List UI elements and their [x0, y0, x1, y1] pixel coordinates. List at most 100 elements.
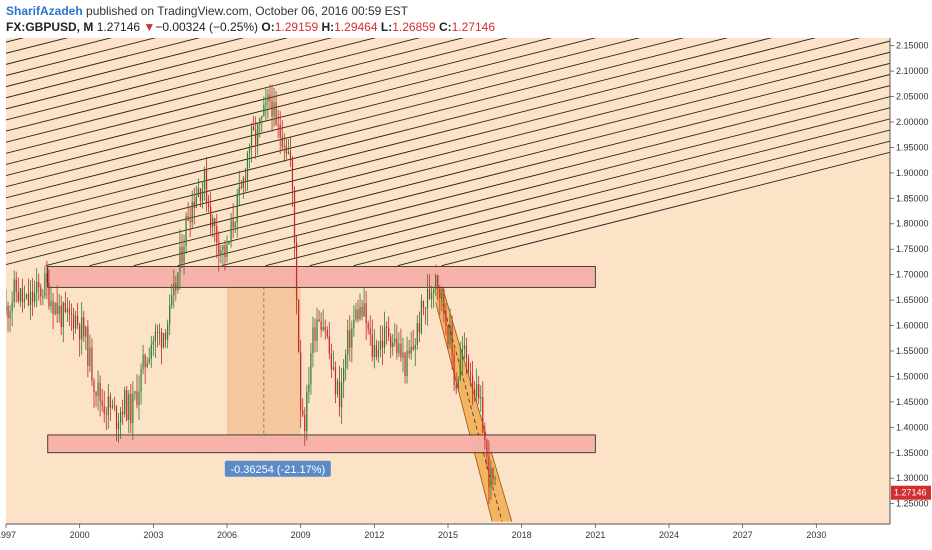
x-tick-label: 2012 — [364, 530, 384, 540]
candle-body — [154, 331, 156, 342]
candle — [134, 390, 136, 401]
candle-body — [142, 354, 144, 369]
candle — [281, 120, 283, 151]
candle-body — [167, 324, 169, 340]
candle-body — [62, 302, 64, 327]
candle — [406, 336, 408, 384]
candle-body — [31, 291, 34, 302]
candle — [426, 274, 429, 326]
candle-body — [410, 347, 412, 354]
candle-body — [279, 124, 281, 137]
candle-body — [226, 244, 228, 257]
candle-body — [203, 170, 206, 189]
candle — [17, 277, 19, 304]
candle-body — [287, 151, 290, 154]
candle — [353, 305, 355, 337]
candle-body — [486, 440, 488, 457]
candle — [402, 337, 404, 373]
candle — [271, 84, 273, 132]
candle — [306, 384, 308, 441]
candle — [230, 212, 232, 248]
candle — [60, 295, 62, 336]
candle-body — [60, 306, 62, 327]
candle — [142, 344, 144, 375]
candle-body — [246, 153, 249, 181]
candle — [289, 137, 292, 167]
candle-body — [248, 147, 251, 154]
candle — [138, 375, 140, 420]
candle — [150, 335, 152, 368]
candle — [107, 383, 109, 430]
candle-body — [238, 186, 240, 195]
candle — [109, 392, 111, 421]
candle — [48, 269, 50, 310]
candle — [263, 96, 265, 117]
candle — [445, 302, 447, 336]
candle — [160, 328, 163, 365]
candle-body — [199, 188, 202, 201]
candle — [420, 294, 423, 335]
x-tick-label: 2030 — [806, 530, 826, 540]
candle-body — [459, 359, 461, 379]
parallel-line — [6, 38, 597, 188]
candle-body — [70, 313, 73, 315]
candle — [388, 316, 390, 341]
candle-body — [271, 101, 273, 117]
open-label: O: — [261, 20, 275, 34]
candle — [9, 305, 11, 333]
candle-body — [134, 391, 136, 394]
candle — [257, 122, 259, 155]
candle-body — [414, 344, 416, 350]
candle-body — [488, 456, 490, 488]
candle — [385, 321, 388, 345]
measure-label: -0.36254 (-21.17%) — [230, 464, 325, 476]
candle-body — [265, 101, 267, 105]
candle — [435, 273, 437, 297]
candle-body — [21, 288, 23, 302]
candle — [396, 324, 398, 360]
candle — [38, 273, 40, 301]
candle-body — [473, 389, 476, 397]
candle-body — [418, 323, 420, 333]
chart-header: SharifAzadeh published on TradingView.co… — [0, 0, 932, 38]
candle — [187, 202, 189, 221]
candle — [210, 192, 212, 237]
candle-body — [93, 380, 95, 393]
x-tick-label: 1997 — [0, 530, 16, 540]
y-tick-label: 1.60000 — [896, 321, 929, 331]
candle-body — [44, 273, 46, 296]
resistance-zone — [47, 266, 596, 288]
candle — [371, 319, 373, 362]
candle-body — [48, 282, 50, 307]
y-tick-label: 1.35000 — [896, 448, 929, 458]
candle-body — [34, 292, 36, 302]
candle — [50, 286, 52, 313]
candle — [207, 194, 210, 213]
candle-body — [52, 301, 54, 315]
candle — [7, 301, 9, 332]
candle — [179, 229, 181, 290]
candle-body — [412, 347, 414, 350]
candle — [156, 324, 159, 348]
measure-label-box — [224, 460, 331, 477]
candle — [480, 385, 482, 412]
candle — [447, 324, 449, 350]
candle — [23, 285, 26, 309]
candle-body — [326, 330, 328, 337]
symbol-label[interactable]: FX:GBPUSD, M — [6, 20, 94, 34]
candle-body — [148, 358, 150, 363]
candle-body — [293, 190, 296, 243]
author-link[interactable]: SharifAzadeh — [6, 4, 83, 18]
candle-body — [447, 326, 449, 345]
candle-body — [150, 344, 152, 359]
candle-body — [451, 324, 453, 355]
candle — [455, 372, 457, 395]
candle — [238, 170, 240, 206]
candle — [66, 297, 69, 323]
candle — [113, 396, 116, 412]
candle-body — [273, 102, 275, 117]
candle — [83, 310, 85, 342]
candle-body — [388, 327, 390, 337]
